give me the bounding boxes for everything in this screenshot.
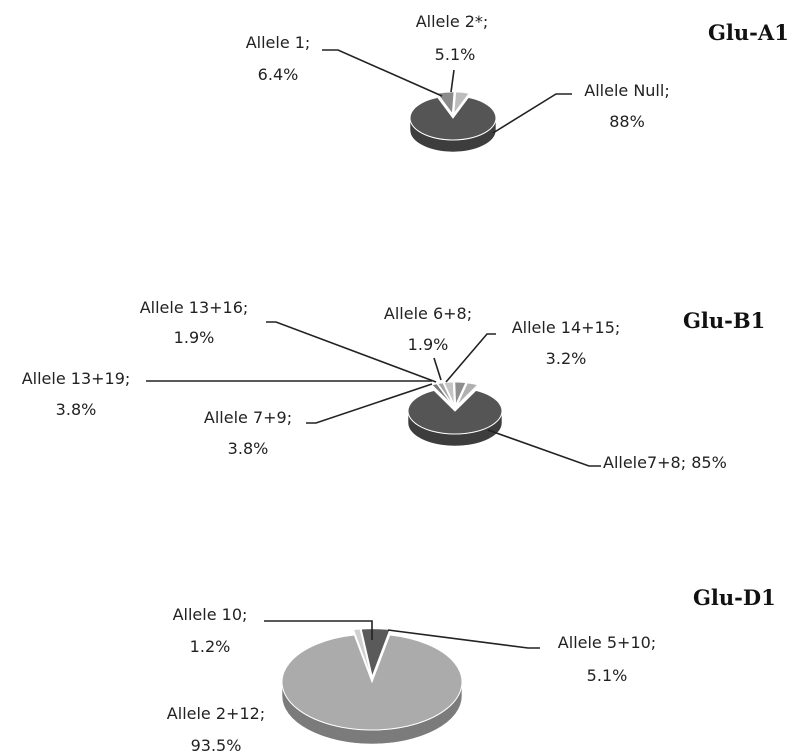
pie-slice-allele-null xyxy=(409,96,497,141)
slice-value-allele-1: 6.4% xyxy=(258,65,299,84)
slice-value-allele-null: 88% xyxy=(609,112,645,131)
slice-label-allele-7-9: Allele 7+9; xyxy=(204,408,292,427)
slice-label-allele-6-8: Allele 6+8; xyxy=(384,304,472,323)
pie-slice-allele-7-9 xyxy=(456,382,479,406)
pie-slice-allele-6-8 xyxy=(436,382,454,406)
pie-chart-glu-b1: Glu-B1 Allele 13+16; 1.9% Allele 6+8; 1.… xyxy=(22,298,766,472)
pie-glu-d1 xyxy=(281,628,463,745)
slice-label-allele-5-10: Allele 5+10; xyxy=(558,633,656,652)
chart-title-glu-d1: Glu-D1 xyxy=(693,585,776,610)
slice-label-allele-2: Allele 2*; xyxy=(416,12,489,31)
leader-line-allele-6-8 xyxy=(433,357,442,381)
pie-chart-glu-a1: Glu-A1 Allele 1; 6.4% Allele 2*; 5.1% Al… xyxy=(246,12,789,153)
pie-chart-glu-d1: Glu-D1 Allele 10; 1.2% Allele 5+10; 5.1%… xyxy=(167,585,776,753)
leader-line-allele-2 xyxy=(450,69,455,93)
leader-line-allele-7-9 xyxy=(306,383,433,424)
leader-line-allele-1 xyxy=(322,49,443,97)
slice-label-allele-10: Allele 10; xyxy=(173,605,248,624)
slice-label-allele-7-8: Allele7+8; 85% xyxy=(603,453,727,472)
pie-slice-allele-10 xyxy=(352,628,372,677)
leader-line-allele-7-8 xyxy=(487,429,601,467)
pie-slice-allele7-8 xyxy=(407,389,503,435)
slice-label-allele-13-19: Allele 13+19; xyxy=(22,369,131,388)
slice-value-allele-2: 5.1% xyxy=(435,45,476,64)
leader-line-allele-5-10 xyxy=(387,629,540,649)
pie-glu-a1 xyxy=(409,91,497,153)
slice-value-allele-13-16: 1.9% xyxy=(174,328,215,347)
slice-value-allele-6-8: 1.9% xyxy=(408,335,449,354)
pie-slice-allele-2 xyxy=(453,91,470,116)
pie-glu-b1 xyxy=(407,381,503,447)
leader-line-allele-14-15 xyxy=(445,333,496,383)
slice-label-allele-2-12: Allele 2+12; xyxy=(167,704,265,723)
leader-line-allele-13-16 xyxy=(266,321,437,383)
slice-value-allele-5-10: 5.1% xyxy=(587,666,628,685)
leader-line-allele-null xyxy=(492,93,572,134)
pie-slice-allele-14-15 xyxy=(443,381,455,406)
slice-value-allele-7-9: 3.8% xyxy=(228,439,269,458)
slice-label-allele-null: Allele Null; xyxy=(584,81,669,100)
slice-label-allele-13-16: Allele 13+16; xyxy=(140,298,249,317)
chart-title-glu-a1: Glu-A1 xyxy=(708,20,789,45)
pie-slice-allele-13-19 xyxy=(454,381,467,406)
leader-line-allele-10 xyxy=(264,620,373,640)
pie-slice-allele-2-12 xyxy=(281,634,463,731)
slice-label-allele-1: Allele 1; xyxy=(246,33,311,52)
slice-label-allele-14-15: Allele 14+15; xyxy=(512,318,621,337)
slice-value-allele-14-15: 3.2% xyxy=(546,349,587,368)
slice-value-allele-13-19: 3.8% xyxy=(56,400,97,419)
chart-title-glu-b1: Glu-B1 xyxy=(683,308,765,333)
slice-value-allele-2-12: 93.5% xyxy=(191,736,242,753)
slice-value-allele-10: 1.2% xyxy=(190,637,231,656)
